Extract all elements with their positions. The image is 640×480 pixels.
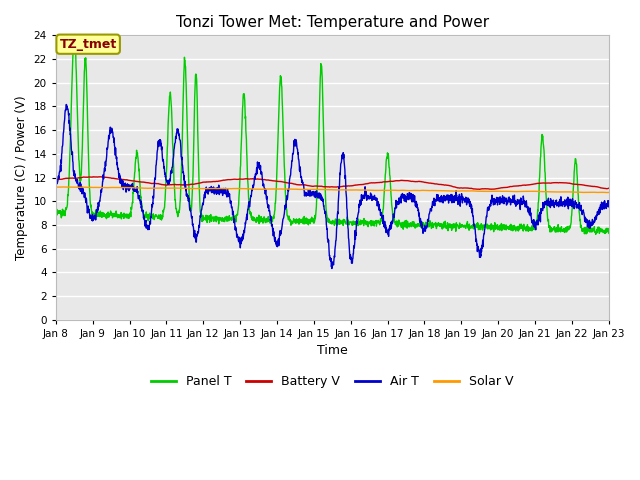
Solar V bbox=[81, 184, 88, 190]
Y-axis label: Temperature (C) / Power (V): Temperature (C) / Power (V) bbox=[15, 95, 28, 260]
Air T bbox=[488, 197, 495, 203]
Panel T bbox=[70, 33, 78, 38]
Air T bbox=[81, 194, 88, 200]
Solar V bbox=[52, 184, 60, 190]
Legend: Panel T, Battery V, Air T, Solar V: Panel T, Battery V, Air T, Solar V bbox=[146, 370, 519, 393]
Battery V bbox=[476, 186, 483, 192]
Air T bbox=[307, 188, 314, 193]
Panel T bbox=[488, 223, 495, 228]
Panel T bbox=[605, 230, 612, 236]
Panel T bbox=[589, 225, 596, 231]
Battery V bbox=[321, 184, 329, 190]
Solar V bbox=[59, 184, 67, 190]
Solar V bbox=[589, 190, 597, 195]
Air T bbox=[321, 210, 329, 216]
Air T bbox=[605, 204, 612, 210]
Title: Tonzi Tower Met: Temperature and Power: Tonzi Tower Met: Temperature and Power bbox=[176, 15, 489, 30]
Panel T bbox=[81, 69, 88, 75]
Battery V bbox=[80, 174, 88, 180]
Battery V bbox=[52, 177, 60, 183]
Panel T bbox=[52, 207, 60, 213]
Panel T bbox=[321, 179, 329, 184]
Air T bbox=[589, 219, 597, 225]
Battery V bbox=[488, 186, 495, 192]
Battery V bbox=[90, 174, 97, 180]
Line: Solar V: Solar V bbox=[56, 187, 609, 192]
Solar V bbox=[488, 189, 495, 194]
Panel T bbox=[589, 227, 597, 232]
Battery V bbox=[589, 183, 597, 189]
Battery V bbox=[589, 183, 597, 189]
Solar V bbox=[605, 190, 612, 195]
Panel T bbox=[307, 221, 314, 227]
Line: Battery V: Battery V bbox=[56, 177, 609, 189]
Solar V bbox=[589, 190, 596, 195]
Line: Panel T: Panel T bbox=[56, 36, 609, 234]
Battery V bbox=[605, 185, 612, 191]
Solar V bbox=[307, 187, 314, 192]
Line: Air T: Air T bbox=[56, 105, 609, 268]
Air T bbox=[63, 102, 70, 108]
Text: TZ_tmet: TZ_tmet bbox=[60, 38, 116, 51]
Solar V bbox=[602, 190, 610, 195]
Panel T bbox=[592, 231, 600, 237]
Solar V bbox=[321, 187, 329, 192]
Air T bbox=[589, 218, 597, 224]
X-axis label: Time: Time bbox=[317, 344, 348, 357]
Air T bbox=[52, 183, 60, 189]
Battery V bbox=[307, 183, 314, 189]
Air T bbox=[328, 265, 336, 271]
